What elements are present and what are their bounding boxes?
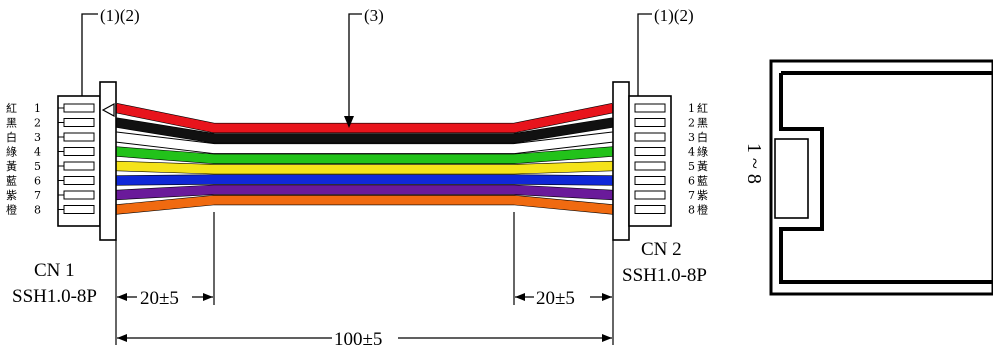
wire-2 [115, 118, 614, 143]
cn2-contact-3 [634, 132, 666, 142]
dimension-overall: 100±5 [334, 329, 382, 350]
cn2-part-number: SSH1.0-8P [622, 265, 707, 286]
cn2-contact-5 [634, 161, 666, 171]
cn1-pin-color-label: 藍 [6, 175, 17, 188]
cn1-contacts [58, 103, 95, 214]
cn2-pin-color-label: 綠 [697, 146, 708, 159]
cn2-contact-2 [634, 118, 666, 127]
cn1-pin-number: 1 [34, 102, 41, 115]
cn2-contact-6 [634, 176, 666, 185]
dimension-lines [115, 212, 614, 345]
cn2-pin-number: 3 [688, 131, 695, 144]
wire-7 [115, 185, 614, 200]
callout-right-label: (1)(2) [654, 6, 694, 25]
cn2-contact-8 [634, 205, 666, 214]
end-view-pin-range: 1 ~ 8 [743, 143, 765, 184]
cn1-pin-color-label: 黑 [6, 117, 17, 130]
wire-5 [115, 161, 614, 174]
cn2-contact-4 [634, 147, 666, 156]
cn1-pin-number: 8 [34, 204, 41, 217]
connector-cn2 [612, 81, 672, 241]
wire-3 [115, 132, 614, 154]
pin1-marker-icon [101, 102, 115, 118]
cn1-contact-4 [63, 147, 95, 156]
cn1-pin-color-label: 紫 [6, 189, 17, 202]
cn2-pin-color-label: 橙 [697, 203, 708, 217]
cn2-housing [628, 95, 672, 227]
cn1-contact-3 [63, 132, 95, 142]
cn2-pin-number: 7 [688, 189, 695, 202]
dimension-right-tail: 20±5 [536, 288, 575, 309]
wire-1 [115, 103, 614, 133]
cn1-contact-7 [63, 190, 95, 200]
callout-left-label: (1)(2) [100, 6, 140, 25]
wire-8 [115, 195, 614, 214]
cn2-pin-color-label: 黃 [697, 160, 708, 173]
wire-bundle [114, 103, 615, 215]
cn2-pin-color-label: 黑 [697, 117, 708, 130]
cn1-pin-number: 7 [34, 189, 41, 202]
cn1-contact-5 [63, 161, 95, 171]
cn2-pin-color-label: 藍 [697, 175, 708, 188]
cn2-pin-number: 6 [688, 175, 695, 188]
connector-cn1 [57, 81, 117, 241]
cn1-pin-color-label: 綠 [6, 146, 17, 159]
cn2-pin-labels: 1 紅2 黑3 白4 綠5 黃6 藍7 紫8 橙 [688, 102, 708, 217]
end-view-window [774, 138, 809, 219]
cn2-pin-color-label: 白 [697, 130, 708, 144]
cn2-contacts [634, 103, 666, 214]
cn2-pin-number: 5 [688, 160, 695, 173]
cn1-pin-number: 2 [34, 117, 41, 130]
cn2-flange [612, 81, 630, 241]
cn1-pin-color-label: 黃 [6, 160, 17, 173]
cn2-pin-number: 8 [688, 204, 695, 217]
cn1-part-number: SSH1.0-8P [12, 286, 97, 307]
cn1-name: CN 1 [34, 260, 75, 281]
cn1-pin-number: 3 [34, 131, 41, 144]
cn2-pin-number: 1 [688, 102, 695, 115]
cn2-pin-color-label: 紫 [697, 189, 708, 202]
cn1-pin-color-label: 橙 [6, 203, 17, 217]
arrow-down-icon [344, 116, 354, 128]
callout-left: (1)(2) [81, 6, 140, 96]
callout-center: (3) [344, 6, 384, 128]
wire-4 [115, 147, 614, 164]
callout-center-label: (3) [364, 6, 384, 25]
cn2-pin-number: 2 [688, 117, 695, 130]
cn1-contact-1 [63, 103, 95, 113]
dimension-arrows [117, 293, 612, 342]
cn2-contact-1 [634, 103, 666, 113]
cn2-pin-color-label: 紅 [697, 102, 708, 115]
cn1-pin-number: 6 [34, 175, 41, 188]
cn2-name: CN 2 [641, 239, 682, 260]
callout-right: (1)(2) [637, 6, 694, 96]
cn2-contact-7 [634, 190, 666, 200]
connector-end-view: 1 ~ 8 [743, 59, 993, 296]
cn1-contact-8 [63, 205, 95, 214]
cn1-pin-number: 4 [34, 146, 41, 159]
cn1-pin-color-label: 白 [6, 130, 17, 144]
cn1-pin-color-label: 紅 [6, 102, 17, 115]
cn1-pin-labels: 紅 1 黑 2 白 3 綠 4 黃 5 藍 6 紫 7 橙 8 [6, 102, 41, 217]
cn1-contact-6 [63, 176, 95, 185]
cn1-contact-2 [63, 118, 95, 127]
wire-6 [115, 175, 614, 185]
dimension-left-tail: 20±5 [140, 288, 179, 309]
cn1-flange [99, 81, 117, 241]
cn1-pin-number: 5 [34, 160, 41, 173]
cn2-pin-number: 4 [688, 146, 695, 159]
